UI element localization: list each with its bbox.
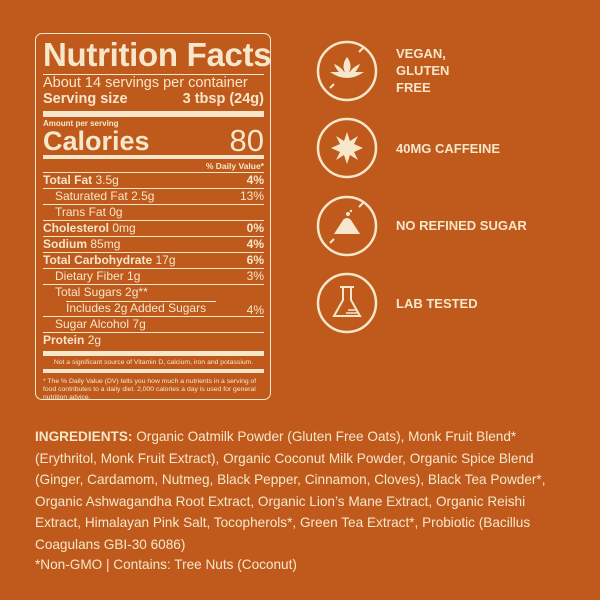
nutrient-row: Saturated Fat 2.5g 13%	[43, 189, 264, 205]
serving-size: Serving size 3 tbsp (24g)	[43, 91, 264, 107]
leaf-icon	[316, 40, 378, 101]
not-significant-note: Not a significant source of Vitamin D, c…	[53, 359, 254, 366]
divider	[43, 111, 264, 117]
nutrition-facts-label: Nutrition Facts About 14 servings per co…	[35, 33, 272, 401]
dv-header: % Daily Value*	[43, 160, 264, 173]
claim-vegan: VEGAN, GLUTEN FREE	[316, 32, 527, 110]
claim-caffeine: 40MG CAFFEINE	[316, 110, 527, 188]
servings-per-container: About 14 servings per container	[43, 75, 248, 91]
divider	[43, 351, 264, 356]
nutrient-row: Includes 2g Added Sugars 4%	[43, 301, 264, 317]
nutrient-row: Sugar Alcohol 7g	[43, 317, 264, 333]
burst-icon	[316, 118, 378, 179]
nutrient-row: Protein 2g	[43, 333, 102, 347]
nutrient-row: Cholesterol 0mg 0%	[43, 221, 264, 237]
nutrient-row: Trans Fat 0g	[43, 205, 264, 221]
allergen-note: *Non-GMO | Contains: Tree Nuts (Coconut)	[35, 557, 297, 572]
claim-text: 40MG CAFFEINE	[396, 140, 501, 156]
calories-value: 80	[229, 123, 264, 158]
nutrient-row: Total Sugars 2g**	[43, 285, 264, 302]
nutrient-row: Sodium 85mg 4%	[43, 237, 264, 253]
amount-per-serving: Amount per serving	[43, 119, 119, 128]
claim-text: LAB TESTED	[396, 295, 478, 311]
serving-size-value: 3 tbsp (24g)	[182, 91, 264, 107]
claim-lab: LAB TESTED	[316, 265, 527, 343]
claim-sugar: NO REFINED SUGAR	[316, 187, 527, 265]
serving-size-label: Serving size	[43, 91, 128, 107]
calories-label: Calories	[43, 126, 150, 156]
label-title: Nutrition Facts	[43, 36, 272, 73]
dv-footnote: * The % Daily Value (DV) tells you how m…	[43, 378, 257, 401]
nutrient-row: Dietary Fiber 1g 3%	[43, 269, 264, 285]
flask-icon	[316, 273, 378, 334]
nutrient-row: Total Fat 3.5g 4%	[43, 173, 264, 189]
calories-row: Calories 80	[43, 123, 264, 158]
claim-text: NO REFINED SUGAR	[396, 218, 527, 234]
nutrient-row: Total Carbohydrate 17g 6%	[43, 253, 264, 269]
divider	[43, 369, 264, 373]
ingredients-label: INGREDIENTS:	[35, 429, 133, 444]
ingredients-text: Organic Oatmilk Powder (Gluten Free Oats…	[35, 429, 546, 552]
sugar-pile-icon	[316, 195, 378, 256]
claim-text: VEGAN, GLUTEN FREE	[396, 46, 450, 96]
ingredients: INGREDIENTS: Organic Oatmilk Powder (Glu…	[35, 426, 570, 556]
divider	[43, 155, 264, 159]
claims-list: VEGAN, GLUTEN FREE 40MG CAFFEINE NO REFI…	[316, 32, 527, 342]
